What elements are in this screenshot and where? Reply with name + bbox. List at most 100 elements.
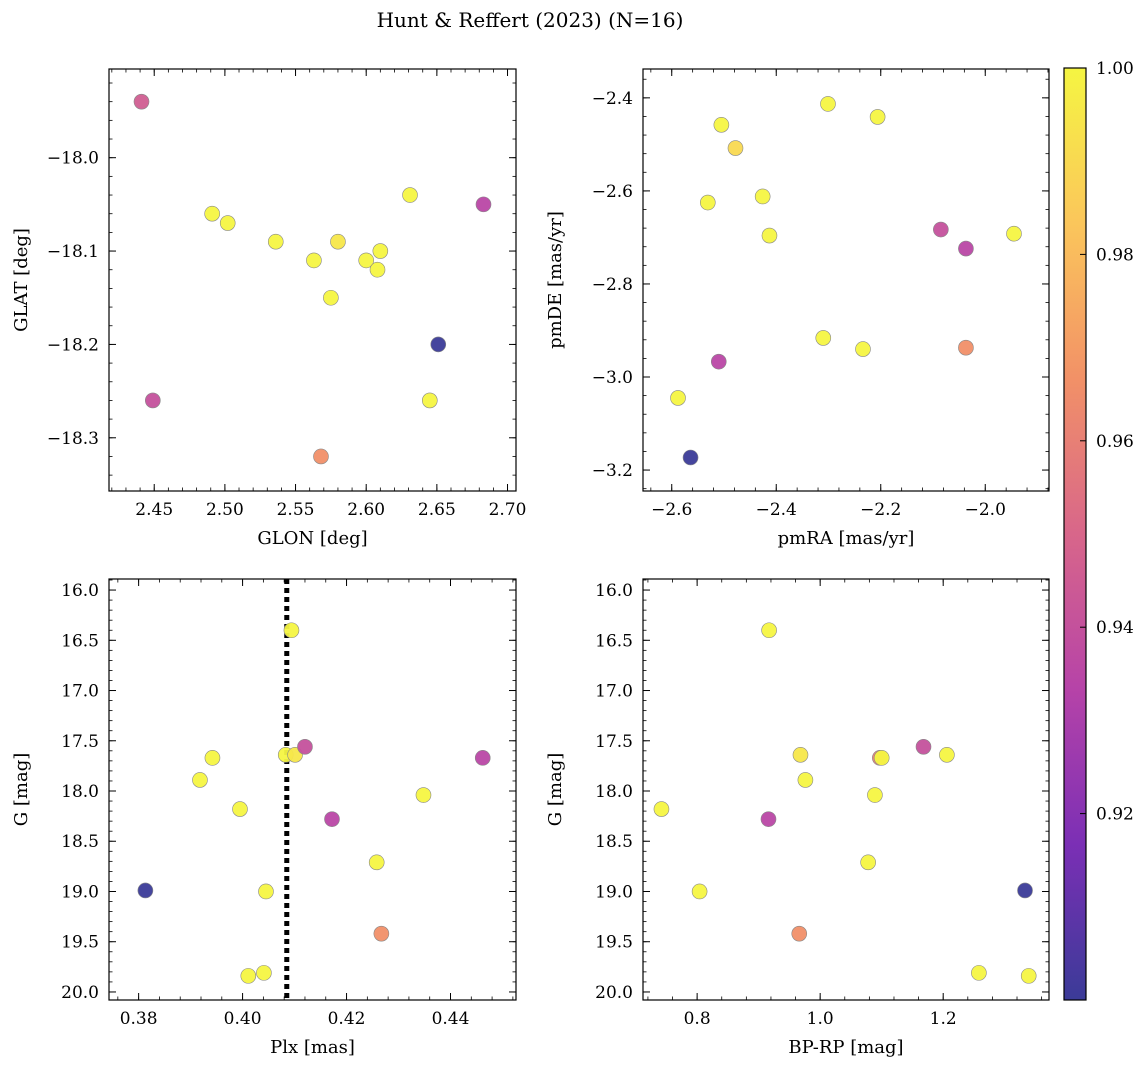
axes-frame	[108, 68, 517, 492]
x-tick-label: 0.8	[684, 1009, 711, 1029]
y-axis-label: GLAT [deg]	[11, 228, 32, 332]
x-tick-label: 2.55	[277, 500, 315, 520]
scatter-point	[137, 882, 154, 899]
x-axis-label: Plx [mas]	[270, 1037, 355, 1058]
x-tick-label: 2.65	[418, 500, 456, 520]
scatter-point	[653, 801, 670, 817]
scatter-point	[682, 449, 699, 466]
y-tick-label: 16.5	[61, 631, 99, 651]
x-tick-label: 0.42	[328, 1009, 366, 1029]
y-tick-label: 19.5	[595, 933, 633, 953]
y-tick-label: 19.0	[595, 882, 633, 902]
scatter-point	[815, 330, 832, 346]
colorbar-tick-label: 0.92	[1096, 805, 1134, 825]
x-tick-label: −2.2	[860, 500, 901, 520]
colorbar-gradient	[1063, 67, 1087, 1001]
y-tick-label: 16.0	[595, 581, 633, 601]
scatter-point	[232, 801, 248, 817]
scatter-point	[475, 196, 492, 213]
scatter-point	[415, 787, 432, 803]
y-tick-label: 17.5	[61, 732, 99, 752]
x-tick-label: 2.60	[347, 500, 385, 520]
scatter-point	[797, 772, 814, 788]
y-tick-label: 19.5	[61, 933, 99, 953]
y-tick-label: 20.0	[61, 983, 99, 1003]
scatter-point	[869, 109, 886, 125]
y-tick-label: −3.0	[592, 368, 633, 388]
scatter-point	[297, 738, 313, 755]
y-tick-label: −2.6	[592, 182, 633, 202]
scatter-point	[761, 622, 777, 639]
scatter-point	[710, 353, 727, 370]
scatter-point	[915, 738, 932, 755]
colorbar-tick-label: 1.00	[1096, 59, 1134, 79]
scatter-panel-2: −2.6 −2.4 −2.2 −2.0 −2.4 −2.6 −2.8 −3.0 −3.2 pmRA…	[545, 68, 1050, 549]
scatter-point	[855, 341, 871, 357]
scatter-point	[402, 187, 418, 203]
axes-frame	[642, 68, 1050, 492]
scatter-point	[691, 883, 708, 900]
scatter-point	[306, 252, 322, 269]
scatter-point	[267, 233, 284, 250]
y-tick-label: 17.0	[61, 682, 99, 702]
scatter-point	[933, 221, 949, 238]
y-tick-label: 20.0	[595, 983, 633, 1003]
y-tick-label: 18.5	[61, 832, 99, 852]
x-tick-label: 2.50	[206, 500, 244, 520]
scatter-point	[358, 252, 375, 269]
scatter-point	[820, 96, 836, 112]
colorbar-tick-label: 0.94	[1096, 618, 1134, 638]
scatter-point	[219, 215, 236, 231]
scatter-point	[372, 243, 389, 259]
x-axis-label: pmRA [mas/yr]	[778, 528, 915, 549]
scatter-point	[860, 854, 876, 871]
scatter-point	[474, 750, 491, 766]
scatter-point	[727, 140, 744, 156]
scatter-point	[754, 188, 771, 205]
scatter-point	[323, 289, 339, 306]
scatter-point	[204, 205, 220, 222]
y-tick-label: −3.2	[592, 461, 633, 481]
y-tick-label: 16.5	[595, 631, 633, 651]
scatter-point	[958, 339, 974, 356]
scatter-point	[256, 965, 272, 981]
x-tick-label: 0.38	[120, 1009, 158, 1029]
x-tick-label: 1.2	[930, 1009, 957, 1029]
scatter-point	[713, 117, 730, 133]
scatter-point	[699, 194, 716, 211]
x-tick-label: 2.45	[135, 500, 173, 520]
y-tick-label: 18.0	[595, 782, 633, 802]
x-tick-label: 1.0	[807, 1009, 834, 1029]
colorbar-tick-label: 0.96	[1096, 432, 1134, 452]
scatter-point	[670, 390, 686, 406]
y-axis-label: G [mag]	[11, 753, 32, 826]
scatter-point	[792, 747, 809, 763]
scatter-point	[204, 750, 221, 766]
scatter-point	[369, 261, 386, 278]
scatter-point	[791, 925, 808, 942]
scatter-point	[939, 747, 955, 763]
scatter-point	[145, 392, 161, 409]
scatter-point	[761, 227, 778, 244]
scatter-point	[971, 965, 987, 981]
scatter-point	[430, 336, 447, 353]
scatter-panel-1: 2.45 2.50 2.55 2.60 2.65 2.70 −18.0 −18.1 −18.2 −…	[11, 68, 526, 549]
scatter-point	[1017, 882, 1033, 899]
figure-title: Hunt & Reffert (2023) (N=16)	[377, 8, 684, 32]
scatter-point	[258, 883, 274, 900]
scatter-point	[958, 240, 974, 257]
y-tick-label: −18.3	[47, 429, 99, 449]
y-tick-label: 18.0	[61, 782, 99, 802]
scatter-panel-4: 0.8 1.0 1.2 16.0 16.5 17.0 17.5 18.0 18.5 19.0 19.…	[545, 578, 1050, 1058]
y-tick-label: −18.2	[47, 335, 99, 355]
y-axis-label: pmDE [mas/yr]	[545, 211, 566, 349]
scatter-point	[1006, 225, 1022, 242]
y-tick-label: 17.5	[595, 732, 633, 752]
y-tick-label: −18.1	[47, 242, 99, 262]
colorbar-tick-label: 0.98	[1096, 245, 1134, 265]
y-axis-label: G [mag]	[545, 753, 566, 826]
scatter-point	[192, 772, 208, 788]
scatter-point	[240, 968, 257, 984]
scatter-point	[867, 787, 883, 803]
